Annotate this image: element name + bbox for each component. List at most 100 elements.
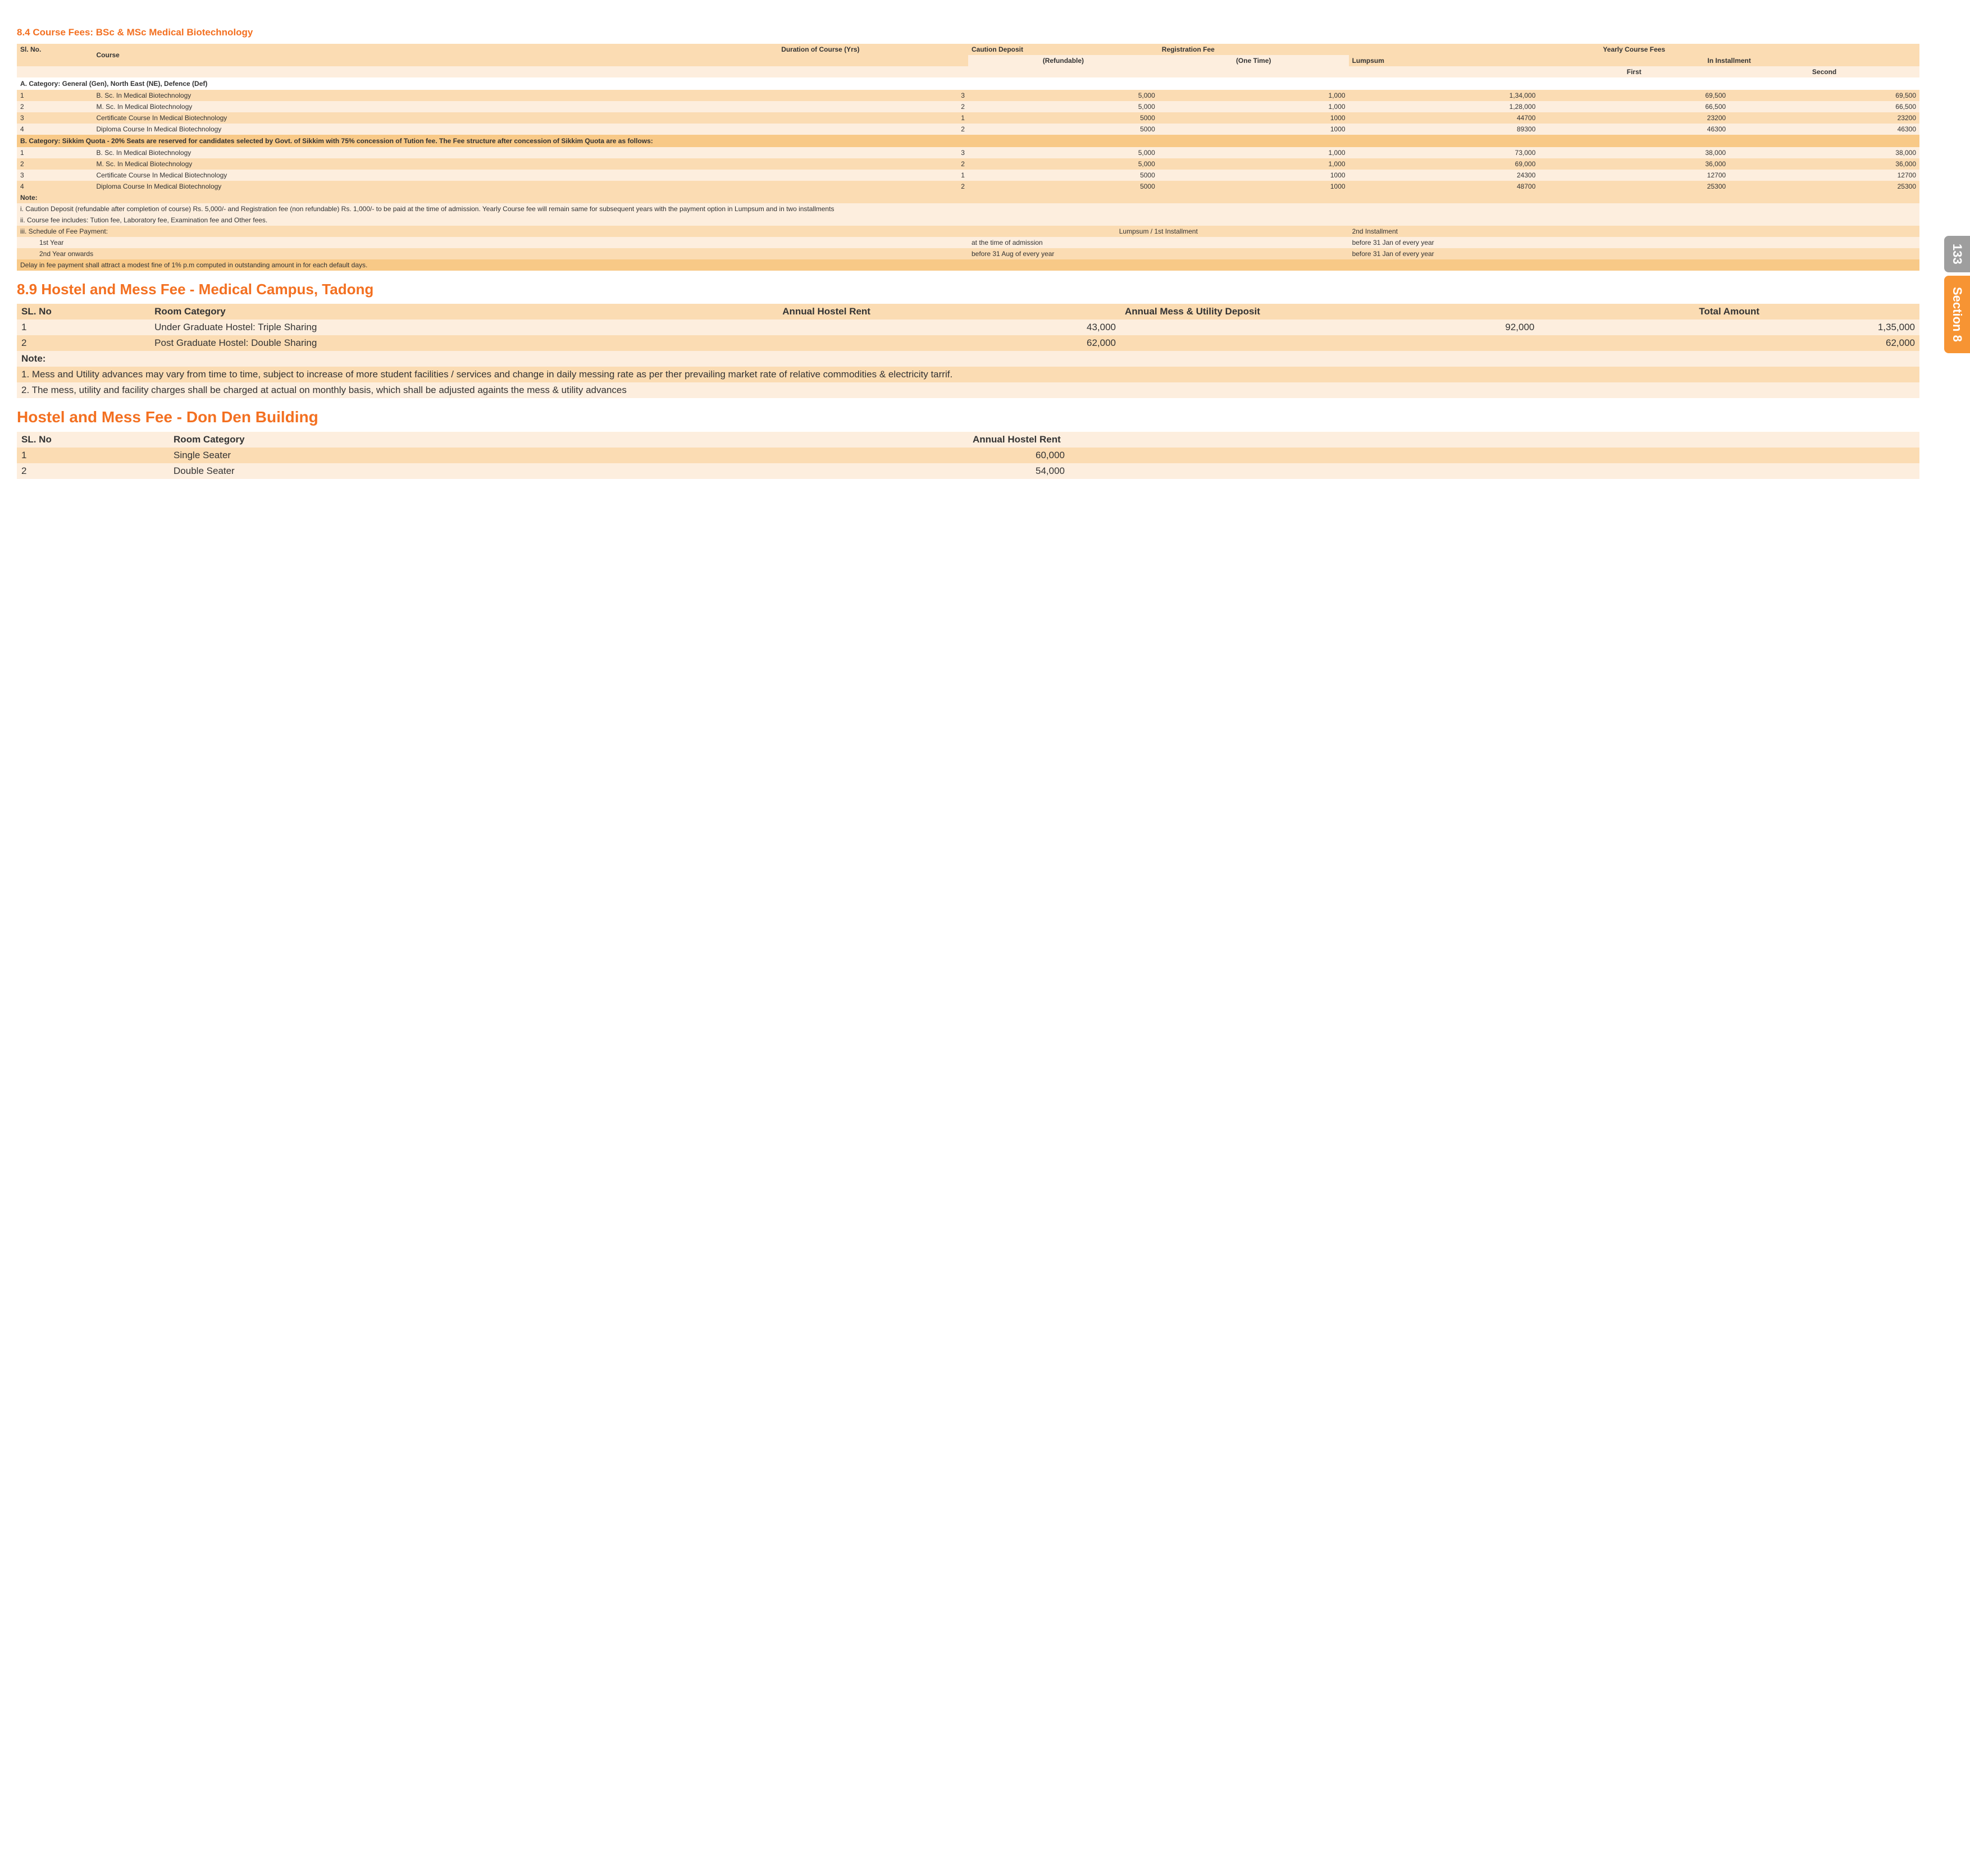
table-cell: 3 — [17, 170, 93, 181]
cat-a-label: A. Category: General (Gen), North East (… — [17, 77, 1919, 90]
table-cell: 25300 — [1539, 181, 1729, 192]
h2-rent: Annual Hostel Rent — [778, 304, 1120, 319]
hostel-fees-table: SL. No Room Category Annual Hostel Rent … — [17, 304, 1919, 398]
table-cell: 36,000 — [1539, 158, 1729, 170]
dd-room: Room Category — [169, 432, 968, 448]
s89-note-label: Note: — [17, 351, 1919, 367]
table-cell: 92,000 — [1120, 319, 1539, 335]
table-cell: 25300 — [1729, 181, 1919, 192]
table-cell: 1,000 — [1159, 90, 1349, 101]
table-cell: 5,000 — [968, 158, 1159, 170]
h2-room: Room Category — [150, 304, 778, 319]
table-cell: Certificate Course In Medical Biotechnol… — [93, 112, 778, 124]
table-cell: 2 — [17, 158, 93, 170]
hdr-second: Second — [1729, 66, 1919, 77]
hdr-caution: Caution Deposit — [968, 44, 1159, 55]
table-cell: 3 — [778, 147, 968, 158]
hdr-lumpsum: Lumpsum — [1349, 55, 1539, 66]
table-cell: 5,000 — [968, 90, 1159, 101]
sched-y2: 2nd Year onwards — [17, 248, 968, 259]
table-cell: 1000 — [1159, 181, 1349, 192]
hdr-reg: Registration Fee — [1159, 44, 1349, 55]
sched-y1c2: before 31 Jan of every year — [1349, 237, 1919, 248]
table-cell: B. Sc. In Medical Biotechnology — [93, 147, 778, 158]
table-cell: 48700 — [1349, 181, 1539, 192]
h2-total: Total Amount — [1539, 304, 1919, 319]
table-cell: 12700 — [1729, 170, 1919, 181]
table-cell: B. Sc. In Medical Biotechnology — [93, 90, 778, 101]
table-cell: 1,000 — [1159, 101, 1349, 112]
hdr-course: Course — [93, 44, 778, 66]
table-cell: 2 — [17, 335, 150, 351]
table-cell: 5,000 — [968, 101, 1159, 112]
note-delay: Delay in fee payment shall attract a mod… — [17, 259, 1919, 271]
hdr-reg-sub: (One Time) — [1159, 55, 1349, 77]
hdr-first: First — [1539, 66, 1729, 77]
side-tabs: 133 Section 8 — [1944, 236, 1970, 353]
h2-mess: Annual Mess & Utility Deposit — [1120, 304, 1539, 319]
table-cell: 89300 — [1349, 124, 1539, 135]
table-cell: Diploma Course In Medical Biotechnology — [93, 181, 778, 192]
table-cell: Single Seater — [169, 448, 968, 463]
table-cell: 38,000 — [1539, 147, 1729, 158]
table-cell: 4 — [17, 124, 93, 135]
table-cell: 1 — [17, 147, 93, 158]
table-cell: 5000 — [968, 112, 1159, 124]
table-cell: 2 — [778, 158, 968, 170]
hdr-yearly: Yearly Course Fees — [1349, 44, 1919, 55]
table-cell — [1120, 335, 1539, 351]
table-cell: 23200 — [1539, 112, 1729, 124]
note-1: i. Caution Deposit (refundable after com… — [17, 203, 1919, 214]
donden-title: Hostel and Mess Fee - Don Den Building — [17, 408, 1919, 426]
table-cell: 2 — [17, 101, 93, 112]
table-cell: Double Seater — [169, 463, 968, 479]
table-cell: Post Graduate Hostel: Double Sharing — [150, 335, 778, 351]
hdr-duration: Duration of Course (Yrs) — [778, 44, 968, 66]
table-cell: 62,000 — [778, 335, 1120, 351]
notes-label: Note: — [17, 192, 1919, 203]
table-cell: 3 — [17, 112, 93, 124]
course-fees-table: Sl. No. Course Duration of Course (Yrs) … — [17, 44, 1919, 271]
table-cell: 66,500 — [1539, 101, 1729, 112]
section-8-4-title: 8.4 Course Fees: BSc & MSc Medical Biote… — [17, 27, 1919, 38]
table-cell: 1000 — [1159, 112, 1349, 124]
table-cell: 69,000 — [1349, 158, 1539, 170]
table-cell: 43,000 — [778, 319, 1120, 335]
table-cell: 1 — [17, 90, 93, 101]
table-cell: 4 — [17, 181, 93, 192]
sched-y2c1: before 31 Aug of every year — [968, 248, 1349, 259]
dd-rent: Annual Hostel Rent — [968, 432, 1919, 448]
table-cell: 46300 — [1729, 124, 1919, 135]
section-8-9-title: 8.9 Hostel and Mess Fee - Medical Campus… — [17, 281, 1919, 298]
s89-note-1: 1. Mess and Utility advances may vary fr… — [17, 367, 1919, 382]
table-cell: 69,500 — [1729, 90, 1919, 101]
table-cell: 2 — [778, 181, 968, 192]
table-cell: 1000 — [1159, 124, 1349, 135]
donden-table: SL. No Room Category Annual Hostel Rent … — [17, 432, 1919, 479]
table-cell: 24300 — [1349, 170, 1539, 181]
table-cell: 1000 — [1159, 170, 1349, 181]
table-cell: 73,000 — [1349, 147, 1539, 158]
table-cell: 46300 — [1539, 124, 1729, 135]
table-cell: 1 — [778, 112, 968, 124]
note-3: iii. Schedule of Fee Payment: — [17, 226, 968, 237]
table-cell: 2 — [778, 124, 968, 135]
table-cell: 1,000 — [1159, 158, 1349, 170]
s89-note-2: 2. The mess, utility and facility charge… — [17, 382, 1919, 398]
table-cell: 1,000 — [1159, 147, 1349, 158]
table-cell: 69,500 — [1539, 90, 1729, 101]
hdr-install: In Installment — [1539, 55, 1919, 66]
table-cell: 1 — [17, 319, 150, 335]
table-cell: 1 — [17, 448, 169, 463]
table-cell: 38,000 — [1729, 147, 1919, 158]
table-cell: M. Sc. In Medical Biotechnology — [93, 101, 778, 112]
hdr-caution-sub: (Refundable) — [968, 55, 1159, 77]
table-cell: 5000 — [968, 124, 1159, 135]
sched-y1c1: at the time of admission — [968, 237, 1349, 248]
sched-y1: 1st Year — [17, 237, 968, 248]
table-cell: 36,000 — [1729, 158, 1919, 170]
table-cell: Diploma Course In Medical Biotechnology — [93, 124, 778, 135]
table-cell: 3 — [778, 90, 968, 101]
table-cell: 5000 — [968, 181, 1159, 192]
table-cell: 5000 — [968, 170, 1159, 181]
